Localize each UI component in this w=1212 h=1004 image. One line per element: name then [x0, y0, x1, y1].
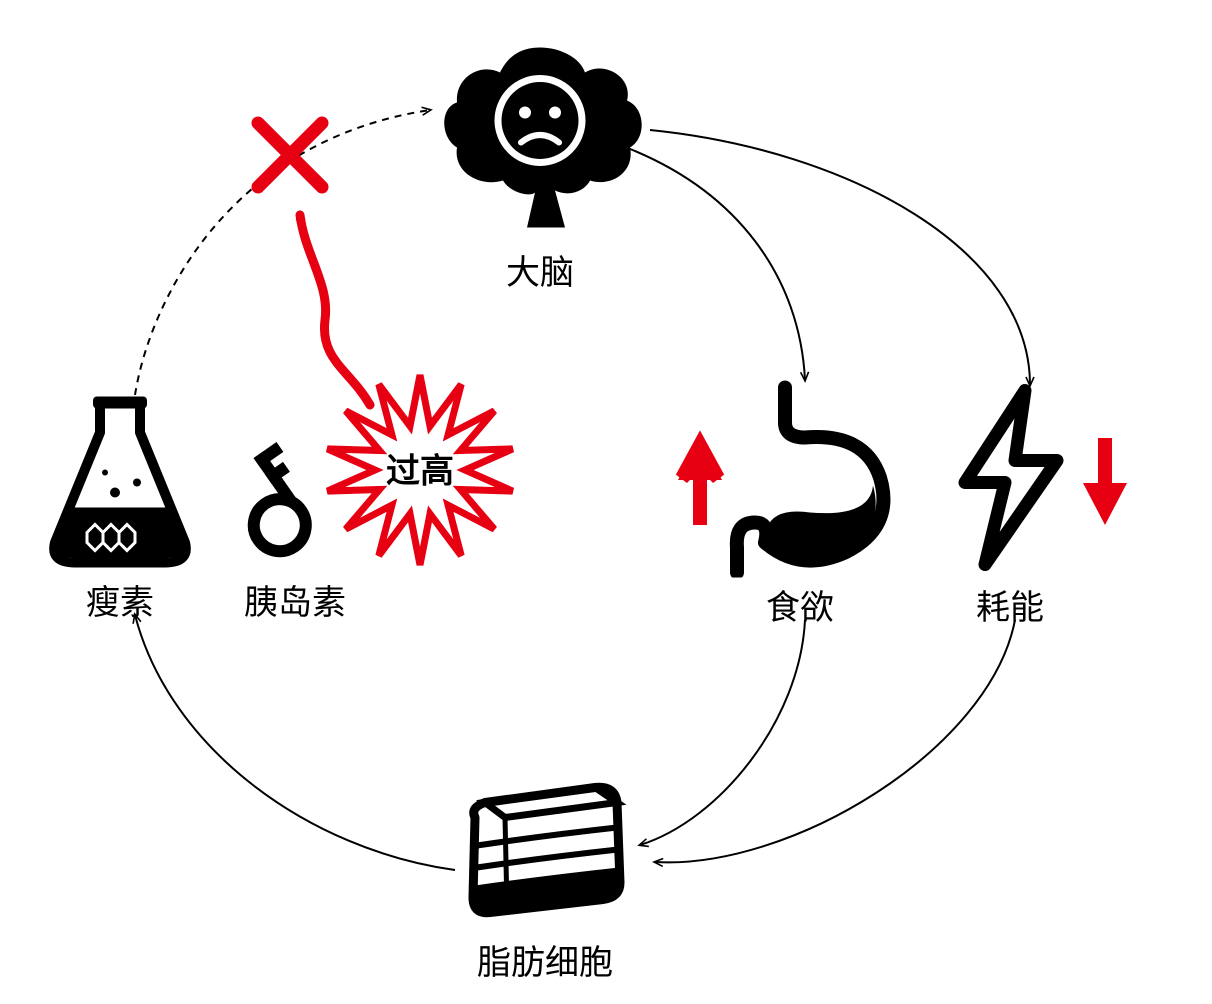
lightning-icon [945, 383, 1075, 578]
key-icon [215, 413, 365, 568]
stomach-icon [715, 378, 905, 583]
label-appetite: 食欲 [766, 580, 834, 629]
edge-energy-to-fat [655, 620, 1015, 862]
x-mark [258, 123, 322, 187]
diagram-stage: 大脑 瘦素 胰岛素 食欲 耗能 脂肪细胞 过高 [0, 0, 1212, 1004]
label-leptin: 瘦素 [86, 575, 154, 624]
label-insulin: 胰岛素 [244, 575, 346, 624]
brain-icon [435, 33, 645, 248]
edge-brain-to-appetite [620, 145, 805, 380]
edge-fat-to-leptin [135, 615, 455, 870]
edge-appetite-to-fat [640, 620, 805, 845]
flask-icon [45, 393, 195, 578]
edge-brain-to-energy [650, 130, 1030, 385]
indicator-down [1083, 438, 1127, 525]
label-fat: 脂肪细胞 [477, 935, 613, 984]
label-energy: 耗能 [976, 580, 1044, 629]
red-squiggle-arrow [300, 215, 370, 405]
label-starburst: 过高 [386, 444, 454, 493]
label-brain: 大脑 [506, 245, 574, 294]
fat-cell-icon [445, 768, 645, 933]
